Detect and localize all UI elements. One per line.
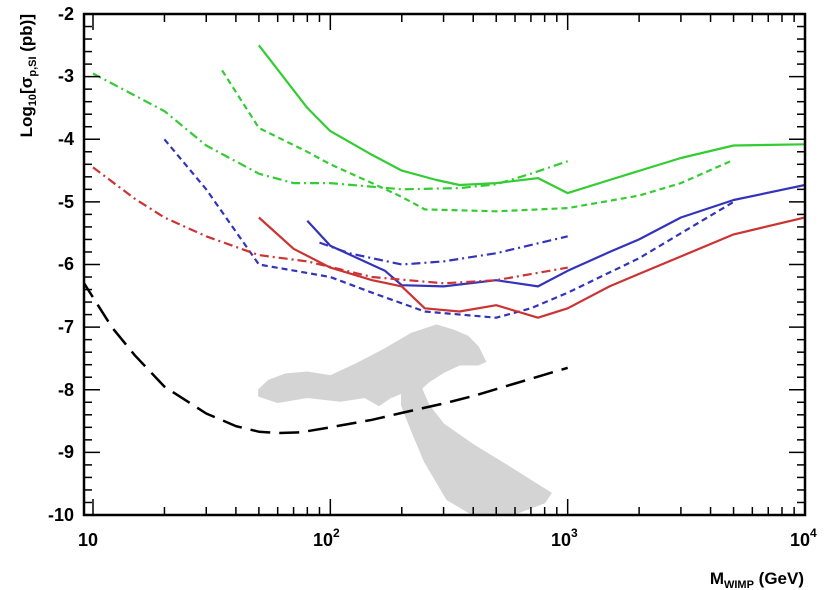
shaded-region-layer	[258, 324, 552, 515]
y-tick-label: -2	[58, 4, 74, 24]
series-layer	[84, 44, 805, 435]
y-tick-label: -8	[58, 380, 74, 400]
series-black-longdash	[84, 280, 569, 435]
x-tick-labels: 10 102 103 104	[78, 526, 817, 550]
y-tick-label: -9	[58, 442, 74, 462]
y-tick-label: -5	[58, 192, 74, 212]
series-red-dashdot	[92, 166, 568, 285]
x-axis-title: MWIMP (GeV)	[710, 569, 804, 590]
y-tick-label: -3	[58, 66, 74, 86]
y-tick-label: -4	[58, 129, 74, 149]
x-tick-label-100: 102	[313, 526, 340, 550]
y-tick-label: -10	[48, 505, 74, 525]
x-tick-label-10000: 104	[790, 526, 817, 550]
series-blue-solid	[306, 183, 805, 288]
y-tick-labels: -10 -9 -8 -7 -6 -5 -4 -3 -2	[48, 4, 74, 525]
y-tick-label: -7	[58, 317, 74, 337]
series-green-dashed	[221, 69, 735, 213]
shaded-region-stem	[401, 385, 552, 515]
series-green-dashdot	[92, 72, 569, 191]
x-tick-label-1000: 103	[551, 526, 578, 550]
plot-frame	[82, 12, 807, 517]
shaded-region-upper-lobe	[258, 324, 487, 407]
y-tick-label: -6	[58, 254, 74, 274]
series-green-solid	[258, 44, 805, 195]
series-blue-dashed	[163, 138, 735, 319]
x-tick-label-10: 10	[78, 530, 98, 550]
y-axis-title: Log10[σp,SI (pb)]	[17, 14, 39, 137]
